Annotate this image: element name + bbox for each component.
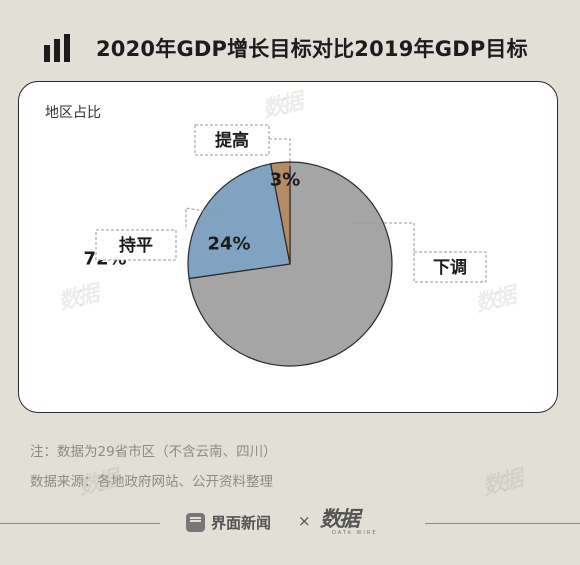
pie-slice-持平 bbox=[187, 163, 291, 280]
chart-subtitle: 地区占比 bbox=[45, 105, 101, 121]
title-row: 2020年GDP增长目标对比2019年GDP目标 bbox=[44, 30, 528, 66]
callout-line bbox=[269, 138, 291, 166]
brand-jiemian: 界面新闻 bbox=[186, 512, 271, 533]
slice-label: 持平 bbox=[119, 235, 153, 256]
footer-divider bbox=[0, 523, 160, 525]
brand2-sub: DATA WIRE bbox=[332, 530, 378, 536]
data-label: 24% bbox=[207, 234, 250, 255]
source-note: 数据来源：各地政府网站、公开资料整理 bbox=[30, 474, 273, 490]
callout-box bbox=[194, 124, 270, 156]
brand2-label: 数据 bbox=[320, 507, 360, 531]
footnote: 注：数据为29省市区（不含云南、四川） bbox=[30, 444, 277, 460]
footer: 界面新闻 × 数据 DATA WIRE bbox=[0, 506, 580, 540]
footer-divider bbox=[425, 523, 580, 525]
brand-datawire: 数据 DATA WIRE bbox=[320, 508, 378, 536]
brand1-label: 界面新闻 bbox=[211, 514, 272, 532]
slice-label: 提高 bbox=[215, 130, 249, 151]
data-label: 3% bbox=[270, 170, 301, 191]
slice-label: 下调 bbox=[433, 258, 467, 278]
pie-slice-提高 bbox=[269, 161, 291, 265]
jiemian-logo-icon bbox=[186, 513, 205, 532]
callout-box bbox=[413, 251, 487, 283]
bar-chart-icon bbox=[44, 34, 74, 62]
callout-line bbox=[354, 222, 415, 266]
brand-separator: × bbox=[298, 512, 311, 530]
callout-box bbox=[95, 229, 177, 261]
page-title: 2020年GDP增长目标对比2019年GDP目标 bbox=[96, 37, 528, 61]
watermark: 数据 bbox=[480, 466, 524, 501]
